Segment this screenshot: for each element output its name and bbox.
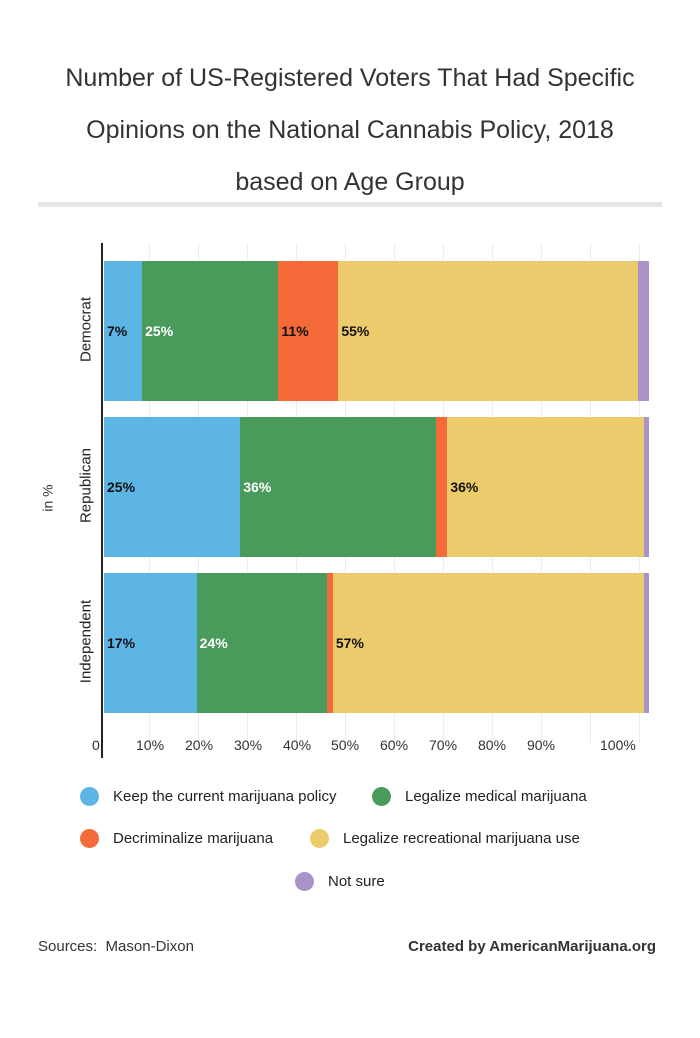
data-label: 11% — [281, 323, 309, 339]
x-tick-label: 60% — [380, 737, 409, 753]
legend-label: Decriminalize marijuana — [113, 830, 274, 847]
legend-dot-icon — [80, 787, 99, 806]
bar-segment — [436, 417, 448, 557]
bar-segment — [104, 261, 143, 401]
legend-item: Legalize medical marijuana — [372, 787, 587, 806]
legend-item: Not sure — [295, 872, 385, 891]
bar-segment — [278, 261, 339, 401]
y-axis-label: in % — [39, 484, 56, 512]
category-label: Independent — [77, 599, 95, 684]
bar-segment — [327, 573, 333, 713]
sources-label: Sources: — [38, 938, 98, 955]
sources-value: Mason-Dixon — [105, 938, 194, 955]
legend-dot-icon — [295, 872, 314, 891]
data-label: 25% — [107, 479, 136, 495]
bar-segment — [447, 417, 644, 557]
data-label: 57% — [335, 635, 364, 651]
data-label: 17% — [107, 635, 136, 651]
legend-item: Decriminalize marijuana — [80, 829, 273, 848]
x-tick-label: 50% — [331, 737, 360, 753]
title-line: based on Age Group — [235, 168, 465, 196]
legend-label: Keep the current marijuana policy — [113, 788, 337, 805]
bar-independent: 17% 24% 57% — [104, 573, 649, 713]
category-label: Democrat — [77, 296, 95, 363]
legend-label: Legalize medical marijuana — [405, 788, 587, 805]
bar-segment — [104, 417, 241, 557]
x-tick-label: 90% — [527, 737, 556, 753]
bar-segment — [142, 261, 279, 401]
bar-segment — [196, 573, 328, 713]
x-tick-label: 0 — [92, 737, 100, 753]
x-tick-label: 100% — [600, 737, 636, 753]
legend-dot-icon — [372, 787, 391, 806]
data-label: 36% — [243, 479, 272, 495]
bar-segment — [643, 417, 649, 557]
data-label: 36% — [450, 479, 479, 495]
legend-label: Legalize recreational marijuana use — [343, 830, 580, 847]
sources: Sources: Mason-Dixon — [38, 938, 194, 955]
bar-segment — [338, 261, 639, 401]
x-tick-label: 80% — [478, 737, 507, 753]
bar-segment — [104, 573, 197, 713]
title-divider — [38, 202, 662, 207]
bar-segment — [240, 417, 437, 557]
x-tick-label: 10% — [136, 737, 165, 753]
data-label: 7% — [107, 323, 128, 339]
credit: Created by AmericanMarijuana.org — [408, 938, 656, 955]
chart-title: Number of US-Registered Voters That Had … — [20, 52, 680, 208]
legend-label: Not sure — [328, 873, 385, 890]
x-tick-label: 40% — [283, 737, 312, 753]
legend-item: Keep the current marijuana policy — [80, 787, 336, 806]
bar-republican: 25% 36% 36% — [104, 417, 649, 557]
bar-democrat: 7% 25% 11% 55% — [104, 261, 649, 401]
bar-segment — [643, 573, 649, 713]
x-tick-label: 70% — [429, 737, 458, 753]
category-label: Republican — [77, 447, 95, 524]
title-line: Number of US-Registered Voters That Had … — [65, 64, 635, 92]
data-label: 55% — [341, 323, 370, 339]
bar-segment — [638, 261, 649, 401]
legend-dot-icon — [310, 829, 329, 848]
legend-dot-icon — [80, 829, 99, 848]
y-axis-line — [101, 243, 103, 758]
data-label: 24% — [199, 635, 228, 651]
legend-item: Legalize recreational marijuana use — [310, 829, 580, 848]
plot-area: 7% 25% 11% 55% 25% 36% 36% 17% 24% 57% — [104, 243, 649, 743]
bar-segment — [332, 573, 644, 713]
x-tick-label: 30% — [234, 737, 263, 753]
title-line: Opinions on the National Cannabis Policy… — [86, 116, 614, 144]
data-label: 25% — [145, 323, 174, 339]
x-tick-label: 20% — [185, 737, 214, 753]
